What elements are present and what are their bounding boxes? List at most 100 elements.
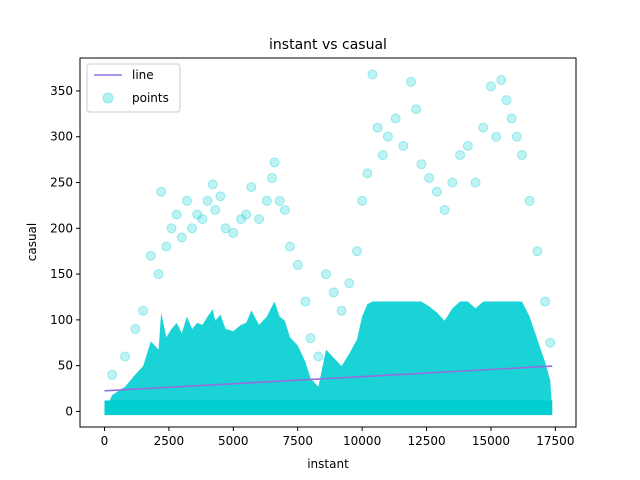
y-axis: 0 50 100 150 200 250 300 350 [50,84,80,418]
scatter-point [390,113,401,124]
scatter-point [336,305,347,316]
scatter-point [313,351,324,362]
legend-points-swatch [102,92,114,104]
scatter-point [416,159,427,170]
scatter-point [372,122,383,133]
scatter-point [274,195,285,206]
scatter-point [362,168,373,179]
scatter-point [540,296,551,307]
scatter-point [321,269,332,280]
scatter-point [532,246,543,257]
scatter-point [181,195,192,206]
y-tick-label: 200 [50,221,73,235]
scatter-point [382,131,393,142]
scatter-points [107,69,556,380]
chart-title: instant vs casual [269,37,387,53]
x-tick-label: 5000 [218,434,249,448]
x-tick-label: 0 [101,434,109,448]
scatter-point [266,172,277,183]
scatter-point [156,186,167,197]
scatter-point [328,287,339,298]
scatter-point [300,296,311,307]
scatter-point [431,186,442,197]
scatter-point [284,241,295,252]
scatter-point [524,195,535,206]
scatter-point [279,204,290,215]
scatter-point [107,369,118,380]
scatter-point [357,195,368,206]
scatter-point [138,305,149,316]
scatter-point [161,241,172,252]
scatter-point [406,76,417,87]
scatter-point [145,250,156,261]
plot-frame [79,57,577,428]
scatter-point [455,150,466,161]
scatter-point [236,214,247,225]
scatter-point [292,259,303,270]
x-tick-label: 12500 [407,434,445,448]
x-tick-label: 2500 [154,434,185,448]
y-tick-label: 250 [50,176,73,190]
scatter-point [478,122,489,133]
scatter-point [485,81,496,92]
scatter-point [261,195,272,206]
x-axis-label: instant [307,457,349,471]
scatter-point [501,95,512,106]
y-tick-label: 150 [50,267,73,281]
scatter-point [254,214,265,225]
y-tick-label: 100 [50,313,73,327]
scatter-point [197,214,208,225]
scatter-point [166,223,177,234]
trend-line [104,365,553,392]
scatter-point [120,351,131,362]
scatter-point [439,204,450,215]
scatter-point [220,223,231,234]
legend: line points [86,63,181,113]
scatter-point [228,227,239,238]
scatter-point [447,177,458,188]
scatter-point [187,223,198,234]
scatter-point [153,269,164,280]
scatter-point [377,150,388,161]
scatter-point [511,131,522,142]
y-tick-label: 50 [58,359,73,373]
scatter-point [462,140,473,151]
y-axis-label: casual [25,223,39,262]
x-tick-label: 15000 [472,434,510,448]
scatter-point [411,104,422,115]
x-axis: 0 2500 5000 7500 10000 12500 15000 17500 [101,427,574,448]
scatter-point [344,278,355,289]
y-tick-label: 300 [50,130,73,144]
scatter-point [130,324,141,335]
scatter-point [424,172,435,183]
scatter-point [246,182,257,193]
scatter-point [176,232,187,243]
y-tick-label: 0 [65,404,73,418]
scatter-point [545,337,556,348]
scatter-point [202,195,213,206]
x-tick-label: 10000 [343,434,381,448]
scatter-point [351,246,362,257]
scatter-baseline-band [104,400,553,416]
x-tick-label: 7500 [282,434,313,448]
scatter-point [241,209,252,220]
scatter-point [398,140,409,151]
x-tick-label: 17500 [536,434,574,448]
scatter-point [516,150,527,161]
legend-label-points: points [132,91,169,105]
scatter-point [192,209,203,220]
legend-label-line: line [132,68,154,82]
scatter-point [207,179,218,190]
scatter-point [491,131,502,142]
scatter-point [367,69,378,80]
legend-box [86,63,181,113]
scatter-point [470,177,481,188]
scatter-point [305,333,316,344]
trend-line-layer [104,365,553,392]
scatter-point [496,74,507,85]
scatter-point [215,191,226,202]
scatter-point [171,209,182,220]
scatter-point [269,157,280,168]
y-tick-label: 350 [50,84,73,98]
